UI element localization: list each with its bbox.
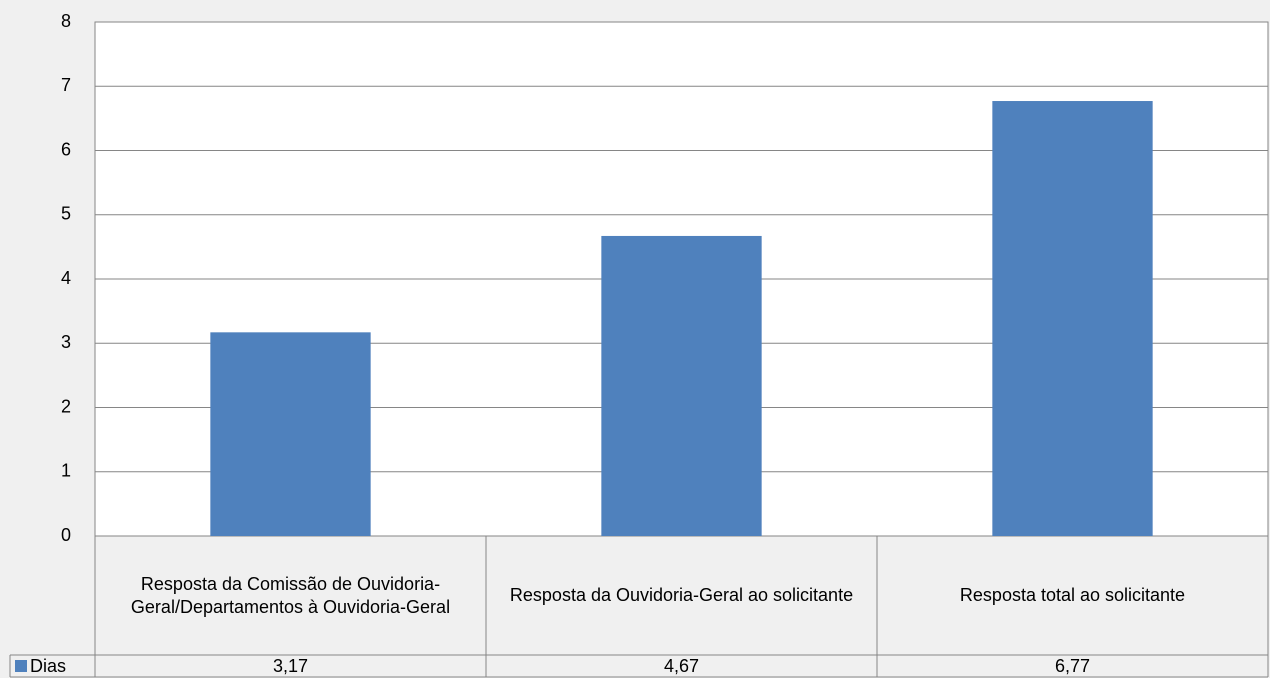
data-table-value: 4,67 (664, 656, 699, 676)
x-tick-label: Resposta da Comissão de Ouvidoria-Geral/… (130, 573, 451, 617)
data-table-value: 3,17 (273, 656, 308, 676)
y-tick-label: 1 (61, 461, 71, 481)
data-table-value: 6,77 (1055, 656, 1090, 676)
y-tick-label: 8 (61, 11, 71, 31)
bar (601, 235, 762, 536)
bar (210, 332, 371, 536)
y-tick-label: 7 (61, 75, 71, 95)
y-tick-label: 2 (61, 396, 71, 416)
bar (992, 101, 1153, 536)
legend-key (15, 660, 27, 672)
y-tick-label: 5 (61, 204, 71, 224)
y-tick-label: 3 (61, 332, 71, 352)
x-tick-label: Resposta total ao solicitante (959, 585, 1186, 605)
legend-label: Dias (30, 656, 66, 676)
x-tick-label: Resposta da Ouvidoria-Geral ao solicitan… (509, 585, 854, 605)
y-tick-label: 6 (61, 139, 71, 159)
y-tick-label: 4 (61, 268, 71, 288)
y-tick-label: 0 (61, 525, 71, 545)
